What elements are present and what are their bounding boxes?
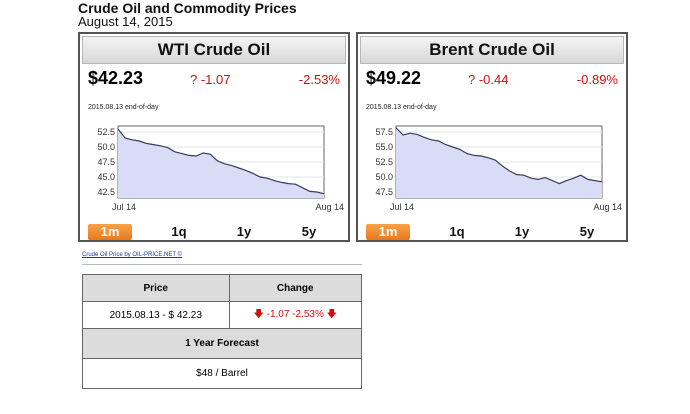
price-line — [117, 128, 325, 195]
y-tick-label: 47.5 — [97, 157, 115, 167]
price-line — [395, 127, 603, 185]
x-tick-label: Aug 14 — [593, 202, 622, 212]
wti-change: ? -1.07 — [190, 72, 231, 87]
brent-period-1m[interactable]: 1m — [366, 224, 410, 240]
wti-period-selector: 1m 1q 1y 5y — [84, 224, 344, 240]
change-cell: 🡇 -1.07 -2.53% 🡇 — [228, 301, 362, 329]
divider — [82, 264, 362, 265]
wti-period-5y[interactable]: 5y — [301, 224, 317, 239]
y-tick-label: 47.5 — [375, 187, 393, 197]
change-cell-value: -1.07 -2.53% — [266, 308, 324, 320]
x-tick-label: Jul 14 — [390, 202, 414, 212]
brent-eod-label: 2015.08.13 end-of-day — [366, 104, 437, 111]
column-header-change: Change — [228, 274, 362, 302]
wti-quote: $42.23 ? -1.07 -2.53% — [86, 68, 342, 94]
price-forecast-table: Price Change 2015.08.13 - $ 42.23 🡇 -1.0… — [82, 274, 362, 389]
wti-period-1m[interactable]: 1m — [88, 224, 132, 240]
price-cell: 2015.08.13 - $ 42.23 — [82, 301, 230, 329]
brent-change: ? -0.44 — [468, 72, 509, 87]
wti-eod-label: 2015.08.13 end-of-day — [88, 104, 159, 111]
wti-change-percent: -2.53% — [298, 72, 340, 87]
forecast-value: $48 / Barrel — [82, 358, 362, 389]
y-tick-label: 55.0 — [375, 142, 393, 152]
y-tick-label: 42.5 — [97, 187, 115, 197]
wti-price-chart: 52.5 50.0 47.5 45.0 42.5 Jul 14 Aug 14 — [97, 125, 344, 212]
y-tick-label: 50.0 — [97, 142, 115, 152]
y-tick-label: 45.0 — [97, 172, 115, 182]
x-tick-label: Aug 14 — [315, 202, 344, 212]
page-title: Crude Oil and Commodity Prices — [78, 0, 297, 16]
wti-period-1q[interactable]: 1q — [171, 224, 187, 239]
forecast-title: 1 Year Forecast — [82, 328, 362, 359]
brent-period-1q[interactable]: 1q — [449, 224, 465, 239]
brent-price: $49.22 — [366, 68, 422, 88]
y-tick-label: 52.5 — [97, 127, 115, 137]
y-tick-label: 57.5 — [375, 127, 393, 137]
wti-widget-title: WTI Crude Oil — [82, 36, 346, 64]
wti-widget: WTI Crude Oil $42.23 ? -1.07 -2.53% 2015… — [78, 32, 350, 242]
brent-price-chart: 57.5 55.0 52.5 50.0 47.5 Jul 14 Aug 14 — [375, 125, 622, 212]
y-tick-label: 50.0 — [375, 172, 393, 182]
wti-period-1y[interactable]: 1y — [236, 224, 252, 239]
down-arrow-icon: 🡇 — [326, 308, 337, 320]
brent-period-1y[interactable]: 1y — [514, 224, 530, 239]
page-date: August 14, 2015 — [78, 14, 173, 29]
y-tick-label: 52.5 — [375, 157, 393, 167]
brent-widget-title: Brent Crude Oil — [360, 36, 624, 64]
x-tick-label: Jul 14 — [112, 202, 136, 212]
price-area — [118, 129, 324, 198]
brent-period-selector: 1m 1q 1y 5y — [362, 224, 622, 240]
attribution-link[interactable]: Crude Oil Price by OIL-PRICE.NET © — [82, 252, 183, 258]
brent-change-percent: -0.89% — [576, 72, 618, 87]
brent-period-5y[interactable]: 5y — [579, 224, 595, 239]
column-header-price: Price — [82, 274, 230, 302]
down-arrow-icon: 🡇 — [253, 308, 264, 320]
wti-price: $42.23 — [88, 68, 144, 88]
brent-quote: $49.22 ? -0.44 -0.89% — [364, 68, 620, 94]
brent-widget: Brent Crude Oil $49.22 ? -0.44 -0.89% 20… — [356, 32, 628, 242]
